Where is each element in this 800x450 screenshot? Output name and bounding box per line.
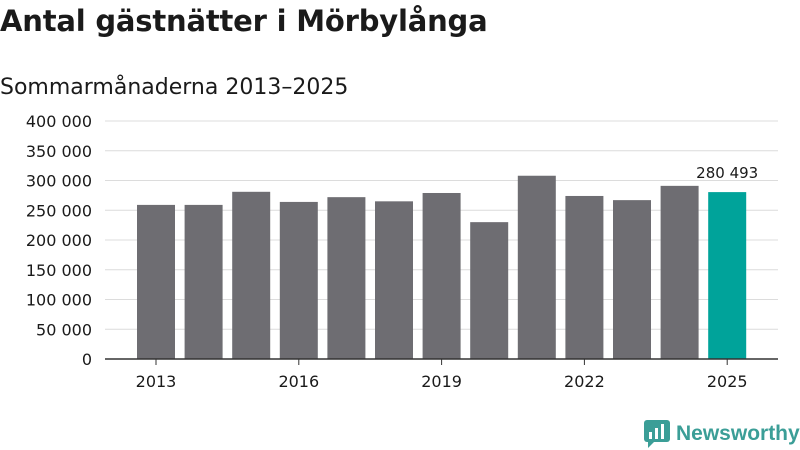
x-tick-label: 2016 bbox=[278, 372, 319, 391]
bar bbox=[422, 192, 461, 359]
bars bbox=[137, 175, 747, 359]
data-label: 280 493 bbox=[696, 164, 758, 182]
y-tick-label: 200 000 bbox=[26, 231, 92, 250]
y-tick-label: 300 000 bbox=[26, 172, 92, 191]
newsworthy-logo-icon bbox=[644, 420, 670, 448]
bar bbox=[660, 185, 699, 359]
y-tick-label: 100 000 bbox=[26, 291, 92, 310]
y-tick-label: 250 000 bbox=[26, 201, 92, 220]
brand-logo: Newsworthy bbox=[644, 419, 800, 449]
bar bbox=[517, 175, 556, 359]
bar bbox=[327, 197, 366, 359]
y-tick-label: 0 bbox=[82, 350, 92, 369]
bar bbox=[470, 222, 509, 359]
bar-highlight bbox=[708, 192, 747, 359]
x-tick-label: 2025 bbox=[707, 372, 748, 391]
x-tick-label: 2019 bbox=[421, 372, 462, 391]
y-tick-label: 350 000 bbox=[26, 142, 92, 161]
y-axis-tick-labels: 0 50 000 100 000 150 000 200 000 250 000 300 0… bbox=[26, 112, 92, 369]
bar bbox=[184, 204, 223, 359]
bar bbox=[613, 200, 651, 359]
bar bbox=[279, 201, 318, 359]
bar bbox=[137, 204, 175, 359]
y-tick-label: 150 000 bbox=[26, 261, 92, 280]
bar bbox=[565, 195, 604, 359]
y-tick-label: 50 000 bbox=[36, 320, 92, 339]
bar bbox=[375, 201, 413, 359]
bar bbox=[232, 191, 271, 359]
bar-chart: 0 50 000 100 000 150 000 200 000 250 000 300 0… bbox=[26, 112, 778, 391]
chart-title: Antal gästnätter i Mörbylånga bbox=[0, 4, 488, 38]
brand-name: Newsworthy bbox=[676, 422, 800, 445]
chart-subtitle: Sommarmånaderna 2013–2025 bbox=[0, 75, 349, 100]
x-tick-label: 2013 bbox=[136, 372, 177, 391]
x-tick-label: 2022 bbox=[564, 372, 605, 391]
data-labels: 280 493 bbox=[696, 164, 758, 182]
y-tick-label: 400 000 bbox=[26, 112, 92, 131]
x-axis-tick-labels: 2013 2016 2019 2022 2025 bbox=[136, 359, 748, 391]
